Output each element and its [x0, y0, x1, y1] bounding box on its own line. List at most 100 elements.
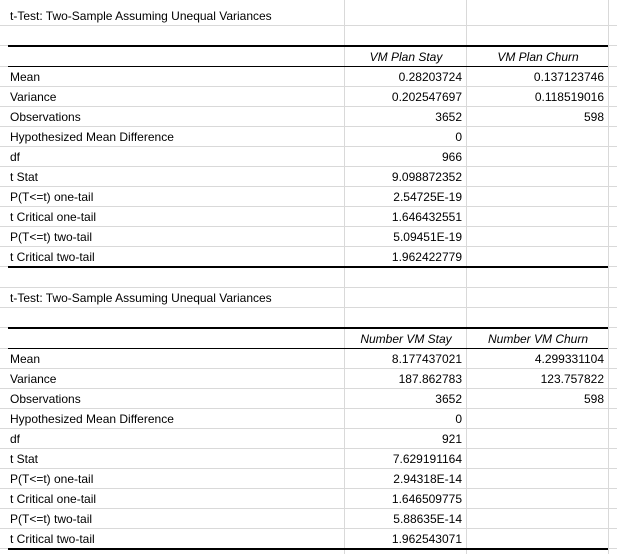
row-label[interactable]: Mean — [10, 70, 41, 84]
cell-value[interactable]: 1.962543071 — [391, 532, 462, 546]
cell-value[interactable]: 5.09451E-19 — [393, 230, 462, 244]
table1-title-row[interactable]: t-Test: Two-Sample Assuming Unequal Vari… — [0, 6, 617, 26]
row-label[interactable]: Variance — [10, 372, 57, 386]
table2-header-row[interactable]: Number VM Stay Number VM Churn — [0, 329, 617, 349]
table2-row[interactable]: t Critical two-tail 1.962543071 — [0, 529, 617, 549]
cell-value[interactable] — [466, 429, 608, 449]
blank-row[interactable] — [0, 26, 617, 46]
table1-row[interactable]: t Critical two-tail 1.962422779 — [0, 247, 617, 267]
cell-value[interactable]: 9.098872352 — [391, 170, 462, 184]
table1-row[interactable]: t Critical one-tail 1.646432551 — [0, 207, 617, 227]
row-label[interactable]: Mean — [10, 352, 41, 366]
table1-header-rule — [8, 66, 608, 67]
cell-value[interactable]: 966 — [441, 150, 462, 164]
cell-value[interactable] — [466, 207, 608, 227]
cell-value[interactable]: 0.137123746 — [533, 70, 604, 84]
table1-row[interactable]: Variance 0.202547697 0.118519016 — [0, 87, 617, 107]
cell-value[interactable]: 0.118519016 — [534, 90, 604, 104]
cell-value[interactable] — [466, 187, 608, 207]
table1-title[interactable]: t-Test: Two-Sample Assuming Unequal Vari… — [10, 9, 272, 23]
cell-value[interactable]: 7.629191164 — [392, 452, 462, 466]
cell-value[interactable] — [466, 147, 608, 167]
cell-value[interactable]: 921 — [441, 432, 462, 446]
table2-row[interactable]: P(T<=t) one-tail 2.94318E-14 — [0, 469, 617, 489]
table2-col2-header[interactable]: Number VM Churn — [487, 332, 589, 346]
table1-header-row[interactable]: VM Plan Stay VM Plan Churn — [0, 47, 617, 67]
table1-row[interactable]: Observations 3652 598 — [0, 107, 617, 127]
cell-value[interactable] — [466, 127, 608, 147]
table1-row[interactable]: t Stat 9.098872352 — [0, 167, 617, 187]
table2-row[interactable]: t Critical one-tail 1.646509775 — [0, 489, 617, 509]
table2-row[interactable]: t Stat 7.629191164 — [0, 449, 617, 469]
cell-value[interactable] — [466, 227, 608, 247]
cell-value[interactable]: 3652 — [435, 392, 462, 406]
table2-row[interactable]: df 921 — [0, 429, 617, 449]
row-label[interactable]: t Critical one-tail — [10, 210, 97, 224]
cell-value[interactable]: 123.757822 — [540, 372, 604, 386]
table1-row[interactable]: df 966 — [0, 147, 617, 167]
cell-value[interactable]: 1.646432551 — [391, 210, 462, 224]
row-label[interactable]: Hypothesized Mean Difference — [10, 130, 174, 144]
cell-value[interactable]: 0 — [455, 130, 462, 144]
row-label[interactable]: t Critical two-tail — [10, 250, 95, 264]
cell-value[interactable]: 598 — [583, 392, 604, 406]
cell-value[interactable]: 8.177437021 — [391, 352, 462, 366]
row-label[interactable]: t Critical two-tail — [10, 532, 95, 546]
table1-col1-header[interactable]: VM Plan Stay — [369, 50, 443, 64]
row-label[interactable]: P(T<=t) two-tail — [10, 230, 93, 244]
row-label[interactable]: Variance — [10, 90, 57, 104]
grid-column-line — [608, 0, 609, 554]
blank-row[interactable] — [0, 308, 617, 328]
table2-row[interactable]: Mean 8.177437021 4.299331104 — [0, 349, 617, 369]
cell-value[interactable]: 2.94318E-14 — [393, 472, 462, 486]
table1-row[interactable]: P(T<=t) two-tail 5.09451E-19 — [0, 227, 617, 247]
cell-value[interactable] — [466, 409, 608, 429]
cell-value[interactable]: 2.54725E-19 — [393, 190, 462, 204]
cell-value[interactable] — [466, 167, 608, 187]
table1-top-rule — [8, 45, 608, 47]
table2-title[interactable]: t-Test: Two-Sample Assuming Unequal Vari… — [10, 291, 272, 305]
cell-value[interactable] — [466, 489, 608, 509]
cell-value[interactable]: 1.646509775 — [391, 492, 462, 506]
row-label[interactable]: df — [10, 432, 21, 446]
cell-value[interactable]: 0.28203724 — [398, 70, 462, 84]
cell-value[interactable]: 5.88635E-14 — [393, 512, 462, 526]
row-label[interactable]: t Stat — [10, 170, 39, 184]
table2-col1-header[interactable]: Number VM Stay — [360, 332, 452, 346]
cell-value[interactable]: 187.862783 — [398, 372, 462, 386]
cell-value[interactable]: 3652 — [435, 110, 462, 124]
cell-value[interactable]: 598 — [583, 110, 604, 124]
row-label[interactable]: df — [10, 150, 21, 164]
table1-col2-header[interactable]: VM Plan Churn — [497, 50, 579, 64]
cell-value[interactable]: 0 — [455, 412, 462, 426]
grid-column-line — [466, 0, 467, 554]
table2-row[interactable]: Observations 3652 598 — [0, 389, 617, 409]
cell-value[interactable]: 1.962422779 — [391, 250, 462, 264]
row-label[interactable]: P(T<=t) two-tail — [10, 512, 93, 526]
table2-title-row[interactable]: t-Test: Two-Sample Assuming Unequal Vari… — [0, 288, 617, 308]
table2-row[interactable]: Hypothesized Mean Difference 0 — [0, 409, 617, 429]
cell-value[interactable]: 4.299331104 — [534, 352, 604, 366]
row-label[interactable]: t Stat — [10, 452, 39, 466]
table2-row[interactable]: Variance 187.862783 123.757822 — [0, 369, 617, 389]
cell-value[interactable] — [466, 469, 608, 489]
row-label[interactable]: t Critical one-tail — [10, 492, 97, 506]
table2-bottom-rule — [8, 548, 608, 550]
table1-row[interactable]: P(T<=t) one-tail 2.54725E-19 — [0, 187, 617, 207]
row-label[interactable]: Observations — [10, 110, 81, 124]
table1-row[interactable]: Mean 0.28203724 0.137123746 — [0, 67, 617, 87]
blank-row[interactable] — [0, 268, 617, 288]
table2-top-rule — [8, 327, 608, 329]
cell-value[interactable] — [466, 449, 608, 469]
cell-value[interactable] — [466, 529, 608, 549]
row-label[interactable]: P(T<=t) one-tail — [10, 472, 94, 486]
table1-row[interactable]: Hypothesized Mean Difference 0 — [0, 127, 617, 147]
cell-value[interactable]: 0.202547697 — [391, 90, 462, 104]
row-label[interactable]: Hypothesized Mean Difference — [10, 412, 174, 426]
cell-value[interactable] — [466, 509, 608, 529]
row-label[interactable]: Observations — [10, 392, 81, 406]
row-label[interactable]: P(T<=t) one-tail — [10, 190, 94, 204]
table2-row[interactable]: P(T<=t) two-tail 5.88635E-14 — [0, 509, 617, 529]
cell-value[interactable] — [466, 247, 608, 267]
